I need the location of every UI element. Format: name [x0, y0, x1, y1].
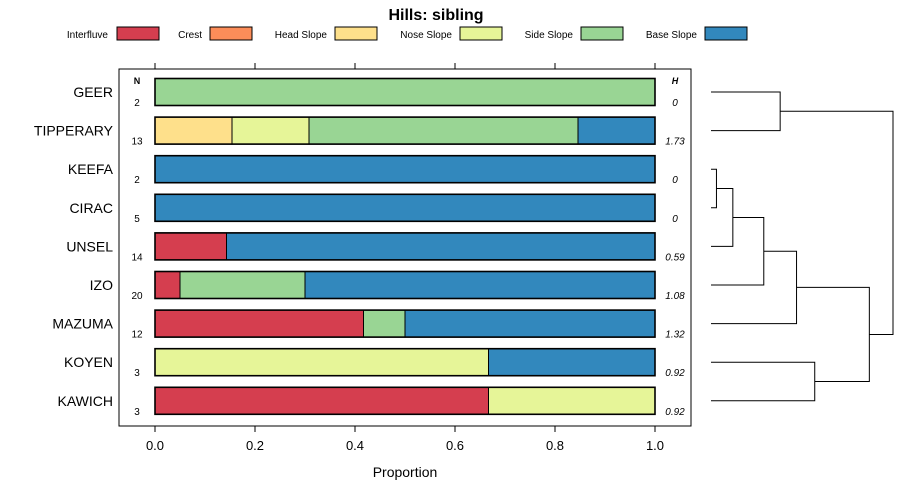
bar-kawich-interfluve [154, 386, 489, 415]
row-label-koyen: KOYEN [64, 354, 113, 370]
h-value-kawich: 0.92 [665, 407, 685, 418]
row-labels: GEER TIPPERARY KEEFA CIRAC UNSEL IZO MAZUMA KOY… [34, 84, 114, 409]
n-value-koyen: 3 [134, 368, 140, 379]
bar-outline-keefa [154, 154, 656, 184]
row-label-kawich: KAWICH [58, 393, 113, 409]
x-tick-label: 0.4 [346, 438, 364, 453]
chart-title: Hills: sibling [388, 7, 483, 24]
bar-outline-izo [154, 270, 656, 300]
n-value-kawich: 3 [134, 407, 140, 418]
bar-keefa-base-slope [154, 155, 656, 184]
x-tick-label: 1.0 [646, 438, 664, 453]
x-tick-label: 0.2 [246, 438, 264, 453]
legend-swatch-crest [209, 26, 253, 41]
dendrogram-branch-5 [711, 250, 798, 325]
legend-swatch-nose-slope [459, 26, 503, 41]
plot-panel [118, 68, 692, 427]
legend-label-base-slope: Base Slope [646, 30, 698, 41]
n-value-mazuma: 12 [131, 330, 143, 341]
legend-swatch-interfluve [116, 26, 160, 41]
n-value-unsel: 14 [131, 252, 143, 263]
n-labels: 2 13 2 5 14 20 12 3 3 [131, 98, 143, 418]
bar-outline-koyen [154, 347, 656, 377]
bar-kawich-nose-slope [488, 386, 656, 415]
legend-label-nose-slope: Nose Slope [400, 30, 452, 41]
legend-swatch-head-slope [334, 26, 378, 41]
bar-mazuma-base-slope [404, 309, 656, 338]
row-label-cirac: CIRAC [69, 200, 113, 216]
legend-label-crest: Crest [178, 30, 202, 41]
row-label-keefa: KEEFA [68, 161, 114, 177]
legend: Interfluve Crest Head Slope Nose Slope Side … [67, 26, 748, 41]
bar-outline-unsel [154, 232, 656, 261]
h-value-tipperary: 1.73 [665, 137, 685, 148]
h-column-header: H [672, 76, 679, 86]
bar-outline-kawich [154, 386, 656, 416]
n-value-cirac: 5 [134, 214, 140, 225]
n-value-keefa: 2 [134, 175, 140, 186]
bar-outline-tipperary [154, 116, 656, 145]
legend-swatch-base-slope [704, 26, 748, 41]
bar-izo-side-slope [179, 271, 306, 299]
dendrogram-branch-1 [711, 91, 781, 132]
legend-swatch-side-slope [580, 26, 624, 41]
bars [154, 77, 656, 416]
bar-outline-mazuma [154, 309, 656, 338]
bar-izo-base-slope [304, 271, 656, 299]
bar-koyen-base-slope [488, 348, 656, 377]
bar-cirac-base-slope [154, 193, 656, 222]
row-label-izo: IZO [90, 277, 113, 293]
legend-label-interfluve: Interfluve [67, 30, 109, 41]
bar-tipperary-base-slope [577, 116, 656, 145]
x-axis-label: Proportion [373, 464, 438, 480]
h-value-cirac: 0 [672, 214, 678, 225]
x-tick-label: 0.0 [146, 438, 164, 453]
dendrogram-branch-6 [711, 361, 816, 402]
x-tick-label: 0.6 [446, 438, 464, 453]
bar-tipperary-side-slope [308, 116, 579, 145]
h-value-keefa: 0 [672, 175, 678, 186]
n-column-header: N [134, 76, 141, 86]
n-value-geer: 2 [134, 98, 140, 109]
legend-label-side-slope: Side Slope [525, 30, 574, 41]
h-labels: 0 1.73 0 0 0.59 1.08 1.32 0.92 0.92 [665, 98, 685, 418]
h-value-izo: 1.08 [665, 291, 685, 302]
bar-mazuma-side-slope [363, 309, 406, 338]
dendrogram-branch-7 [796, 286, 870, 382]
dendrogram-branch-4 [711, 216, 765, 286]
bar-tipperary-head-slope [154, 116, 233, 145]
n-value-izo: 20 [131, 291, 143, 302]
h-value-koyen: 0.92 [665, 368, 685, 379]
bar-geer-side-slope [154, 78, 656, 106]
h-value-mazuma: 1.32 [665, 330, 685, 341]
dendrogram-branch-3 [711, 188, 734, 247]
bar-koyen-nose-slope [154, 348, 489, 377]
n-value-tipperary: 13 [131, 137, 143, 148]
bar-outline-cirac [154, 193, 656, 223]
bar-mazuma-interfluve [154, 309, 364, 338]
h-value-unsel: 0.59 [665, 252, 685, 263]
h-value-geer: 0 [672, 98, 678, 109]
row-label-mazuma: MAZUMA [52, 316, 113, 332]
plot-border [118, 68, 692, 427]
x-tick-label: 0.8 [546, 438, 564, 453]
row-label-geer: GEER [73, 84, 113, 100]
x-axis: 0.0 0.2 0.4 0.6 0.8 1.0 [146, 63, 664, 453]
bar-unsel-interfluve [154, 232, 227, 261]
bar-izo-interfluve [154, 271, 181, 299]
row-label-tipperary: TIPPERARY [34, 123, 114, 139]
dendrogram [711, 91, 894, 402]
legend-label-head-slope: Head Slope [275, 30, 328, 41]
dendrogram-branch-8 [780, 110, 894, 335]
bar-outline-geer [154, 77, 656, 107]
row-label-unsel: UNSEL [66, 238, 113, 254]
bar-unsel-base-slope [226, 232, 656, 261]
dendrogram-branch-2 [711, 168, 717, 209]
bar-tipperary-nose-slope [231, 116, 310, 145]
